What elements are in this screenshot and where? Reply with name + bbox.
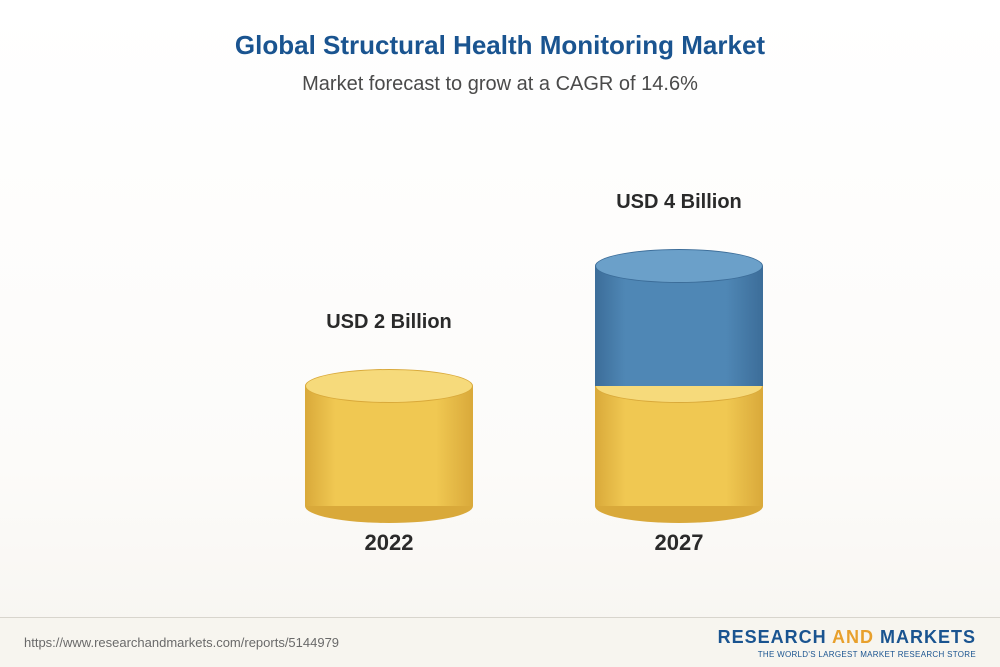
chart-title: Global Structural Health Monitoring Mark… <box>40 30 960 61</box>
cylinder-year-label: 2022 <box>365 530 414 556</box>
chart-container: Global Structural Health Monitoring Mark… <box>0 0 1000 667</box>
logo-tagline: THE WORLD'S LARGEST MARKET RESEARCH STOR… <box>718 650 976 659</box>
cylinder-top <box>595 249 763 283</box>
logo-text: RESEARCH AND MARKETS <box>718 627 976 648</box>
logo-part1: RESEARCH <box>718 627 827 647</box>
cylinder-top <box>305 369 473 403</box>
cylinder <box>305 352 473 506</box>
cylinder-value-label: USD 4 Billion <box>569 191 789 214</box>
cylinder-segment <box>595 386 763 506</box>
cylinder-segment <box>595 266 763 386</box>
footer: https://www.researchandmarkets.com/repor… <box>0 617 1000 667</box>
cylinder-segment <box>305 386 473 506</box>
cylinder-group: USD 2 Billion2022 <box>305 352 473 506</box>
logo-part2: MARKETS <box>880 627 976 647</box>
footer-logo: RESEARCH AND MARKETS THE WORLD'S LARGEST… <box>718 627 976 659</box>
chart-subtitle: Market forecast to grow at a CAGR of 14.… <box>40 73 960 96</box>
chart-area: USD 2 Billion2022USD 4 Billion2027 <box>40 126 960 566</box>
logo-and: AND <box>827 627 880 647</box>
cylinder-value-label: USD 2 Billion <box>279 311 499 334</box>
cylinder-group: USD 4 Billion2027 <box>595 232 763 506</box>
cylinder <box>595 232 763 506</box>
footer-url: https://www.researchandmarkets.com/repor… <box>24 635 339 650</box>
cylinder-year-label: 2027 <box>655 530 704 556</box>
